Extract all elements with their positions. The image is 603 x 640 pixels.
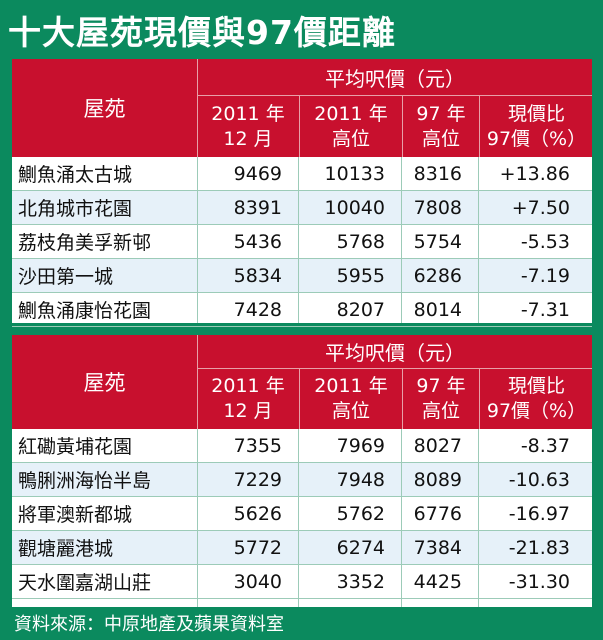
table-body: 鰂魚涌太古城 9469 10133 8316 +13.86 北角城市花園 839… — [12, 157, 592, 327]
table-header: 屋苑 平均呎價（元） 2011 年 12 月 2011 年高位 97 年高位 現價… — [12, 59, 592, 157]
table-row: 鰂魚涌康怡花園 7428 8207 8014 -7.31 — [12, 293, 592, 327]
table-row: 將軍澳新都城 5626 5762 6776 -16.97 — [12, 497, 592, 531]
table-row: 荔枝角美孚新邨 5436 5768 5754 -5.53 — [12, 225, 592, 259]
table-bottom: 屋苑 平均呎價（元） 2011 年 12 月 2011 年高位 97 年高位 現價… — [12, 335, 592, 607]
table-row: 天水圍嘉湖山莊 3040 3352 4425 -31.30 — [12, 565, 592, 599]
table-row: 北角城市花園 8391 10040 7808 +7.50 — [12, 191, 592, 225]
column-divider — [478, 429, 479, 607]
column-divider — [197, 429, 198, 607]
col-high97-header: 97 年高位 — [402, 96, 479, 157]
column-divider — [298, 157, 299, 323]
col-high2011-header: 2011 年高位 — [299, 96, 402, 157]
table-row: 沙田第一城 5834 5955 6286 -7.19 — [12, 259, 592, 293]
table-row: 鰂魚涌太古城 9469 10133 8316 +13.86 — [12, 157, 592, 191]
table-row: 鴨脷洲海怡半島 7229 7948 8089 -10.63 — [12, 463, 592, 497]
col-pct-header: 現價比 97價（%） — [479, 96, 593, 157]
col-high2011-header: 2011 年高位 — [299, 369, 402, 429]
column-divider — [197, 157, 198, 323]
col-high97-header: 97 年高位 — [402, 369, 479, 429]
table-row: 觀塘麗港城 5772 6274 7384 -21.83 — [12, 531, 592, 565]
col-dec2011-header: 2011 年 12 月 — [211, 375, 285, 422]
source-note: 資料來源：中原地產及蘋果資料室 — [14, 614, 284, 635]
table-top: 屋苑 平均呎價（元） 2011 年 12 月 2011 年高位 97 年高位 現價… — [12, 59, 592, 327]
column-divider — [401, 157, 402, 323]
price-group-header: 平均呎價（元） — [198, 335, 592, 369]
table-header: 屋苑 平均呎價（元） 2011 年 12 月 2011 年高位 97 年高位 現價… — [12, 335, 592, 429]
table-body: 紅磡黃埔花園 7355 7969 8027 -8.37 鴨脷洲海怡半島 7229… — [12, 429, 592, 599]
estate-header: 屋苑 — [12, 59, 198, 157]
table-row: 紅磡黃埔花園 7355 7969 8027 -8.37 — [12, 429, 592, 463]
column-divider — [478, 157, 479, 323]
page-title: 十大屋苑現價與97價距離 — [8, 13, 396, 52]
col-dec2011-header: 2011 年 12 月 — [211, 102, 285, 150]
estate-header: 屋苑 — [12, 335, 198, 429]
column-divider — [298, 429, 299, 607]
col-pct-header: 現價比 97價（%） — [479, 369, 593, 429]
column-divider — [401, 429, 402, 607]
price-group-header: 平均呎價（元） — [198, 59, 592, 96]
